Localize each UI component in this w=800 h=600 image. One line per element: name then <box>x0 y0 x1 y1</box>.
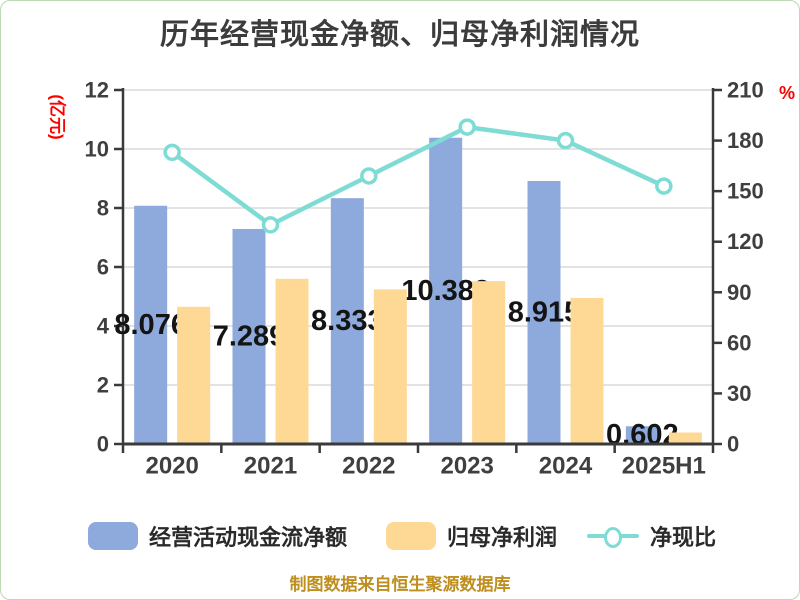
legend-item-cash-ratio[interactable]: 净现比 <box>587 518 716 554</box>
legend-item-net-profit[interactable]: 归母净利润 <box>386 518 557 554</box>
left-axis-tick-label: 10 <box>85 137 109 162</box>
cash-ratio-marker <box>163 143 181 162</box>
right-axis-tick-label: 90 <box>727 280 751 305</box>
bar-operating-cash-flow <box>134 205 168 444</box>
bar-net-profit <box>472 281 506 444</box>
left-axis-tick-label: 4 <box>97 314 110 339</box>
right-axis-tick-label: 30 <box>727 381 751 406</box>
left-axis-tick-label: 8 <box>97 196 109 221</box>
left-axis-tick-label: 12 <box>85 78 109 103</box>
left-axis-tick-label: 6 <box>97 255 109 280</box>
legend-item-operating-cash-flow[interactable]: 经营活动现金流净额 <box>88 518 347 554</box>
bar-value-label: 8.915 <box>508 297 581 329</box>
bar-operating-cash-flow <box>232 228 266 444</box>
bar-net-profit <box>570 297 604 444</box>
bar-operating-cash-flow <box>330 198 364 444</box>
bar-net-profit <box>373 289 407 444</box>
cash-ratio-marker <box>655 177 673 195</box>
right-axis-unit-label: % <box>779 83 796 103</box>
right-axis-tick-label: 150 <box>727 179 764 204</box>
legend-swatch-profit-icon <box>386 522 436 550</box>
legend-label-cash: 经营活动现金流净额 <box>149 525 348 550</box>
left-axis-tick-label: 2 <box>97 373 109 398</box>
x-axis-category-label: 2022 <box>342 453 395 480</box>
cash-ratio-line <box>169 124 667 228</box>
right-axis-tick-label: 0 <box>727 432 739 457</box>
x-axis-category-label: 2025H1 <box>622 453 706 480</box>
left-axis-tick-label: 0 <box>97 432 109 457</box>
right-axis-tick-label: 180 <box>727 128 764 153</box>
x-axis-category-label: 2020 <box>145 453 198 480</box>
legend-label-ratio: 净现比 <box>650 525 717 550</box>
cash-ratio-marker <box>360 167 378 185</box>
bar-value-label: 8.333 <box>311 305 384 337</box>
cash-ratio-marker <box>261 216 280 234</box>
chart-title: 历年经营现金净额、归母净利润情况 <box>159 19 640 51</box>
x-axis-category-label: 2024 <box>539 453 593 480</box>
chart-legend: 经营活动现金流净额 归母净利润 净现比 <box>1 518 799 554</box>
bar-operating-cash-flow <box>527 181 561 444</box>
bar-value-label: 8.076 <box>114 309 187 341</box>
right-axis-tick-label: 210 <box>727 78 764 103</box>
bar-value-label: 0.602 <box>606 419 679 451</box>
cash-ratio-marker <box>556 131 575 150</box>
cash-ratio-marker <box>458 118 476 136</box>
bar-net-profit <box>177 306 211 444</box>
legend-swatch-cash-icon <box>88 522 138 550</box>
bar-net-profit <box>668 432 702 444</box>
right-axis-tick-label: 60 <box>727 330 751 355</box>
x-axis-category-label: 2023 <box>440 453 493 480</box>
bar-net-profit <box>275 278 309 444</box>
right-axis-tick-label: 120 <box>727 229 764 254</box>
bar-operating-cash-flow <box>429 137 463 444</box>
legend-label-profit: 归母净利润 <box>447 525 558 550</box>
x-axis-category-label: 2021 <box>244 453 297 480</box>
data-source-note: 制图数据来自恒生聚源数据库 <box>289 575 511 594</box>
legend-line-marker-icon <box>587 522 639 550</box>
bar-operating-cash-flow <box>625 426 659 444</box>
bar-value-label: 7.289 <box>213 320 286 352</box>
